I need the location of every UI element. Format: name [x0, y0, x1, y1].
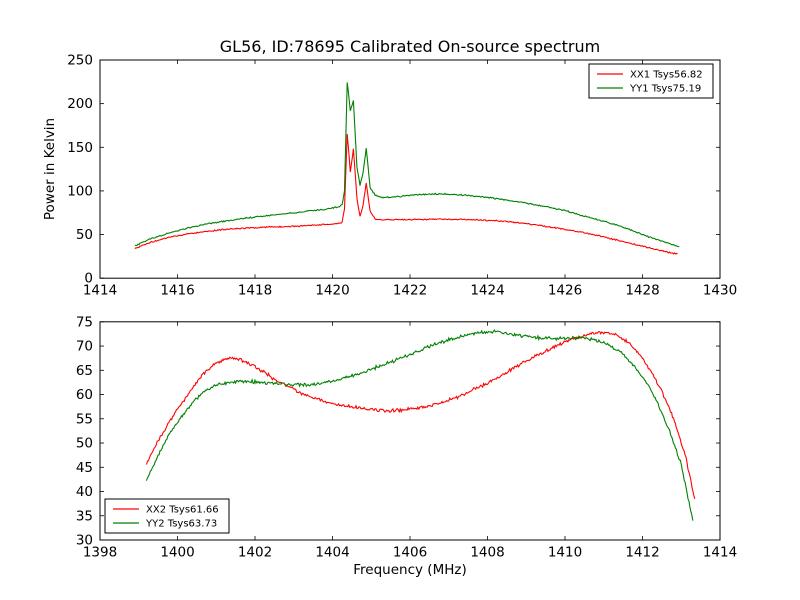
- x-tick-label: 1404: [315, 545, 349, 561]
- x-axis-label: Frequency (MHz): [353, 562, 466, 578]
- x-tick-label: 1416: [160, 283, 194, 299]
- y-tick-label: 100: [67, 183, 93, 199]
- bottom-axes: 1398 1400 1402 1404 1406 1408 1410 1412 1414 30 35…: [76, 314, 737, 560]
- x-tick-label: 1430: [703, 283, 737, 299]
- y-tick-label: 75: [76, 314, 93, 330]
- x-tick-label: 1398: [83, 545, 117, 561]
- series-curve-yy1: [134, 82, 680, 248]
- legend-entry-label: XX1 Tsys56.82: [630, 70, 703, 81]
- x-tick-label: 1402: [238, 545, 272, 561]
- legend-box: [104, 498, 230, 534]
- series-curve-xx1: [134, 133, 678, 255]
- y-tick-label: 50: [76, 227, 93, 243]
- figure-title: GL56, ID:78695 Calibrated On-source spec…: [220, 37, 600, 56]
- x-tick-label: 1428: [625, 283, 659, 299]
- y-tick-label: 60: [76, 387, 93, 403]
- top-axes: 1414 1416 1418 1420 1422 1424 1426 1428 1430 0 50 1…: [67, 53, 737, 299]
- y-tick-label: 45: [76, 460, 93, 476]
- x-tick-label: 1424: [470, 283, 504, 299]
- x-tick-label: 1422: [393, 283, 427, 299]
- legend: XX2 Tsys61.66 YY2 Tsys63.73: [104, 498, 230, 534]
- legend-entry-label: XX2 Tsys61.66: [146, 505, 219, 516]
- y-tick-label: 250: [67, 53, 93, 69]
- series-curve-xx2: [145, 331, 696, 499]
- y-tick-label: 55: [76, 411, 93, 427]
- x-tick-label: 1414: [83, 283, 117, 299]
- y-tick-label: 50: [76, 436, 93, 452]
- y-tick-label: 150: [67, 140, 93, 156]
- y-tick-label: 30: [76, 533, 93, 549]
- y-tick-label: 200: [67, 96, 93, 112]
- x-tick-label: 1410: [548, 545, 582, 561]
- x-tick-label: 1418: [238, 283, 272, 299]
- x-tick-label: 1414: [703, 545, 737, 561]
- x-tick-label: 1412: [625, 545, 659, 561]
- legend-entry-label: YY1 Tsys75.19: [629, 84, 701, 95]
- legend-entry-label: YY2 Tsys63.73: [145, 519, 217, 530]
- y-tick-label: 65: [76, 363, 93, 379]
- y-tick-label: 40: [76, 484, 93, 500]
- y-tick-label: 70: [76, 339, 93, 355]
- x-tick-label: 1400: [160, 545, 194, 561]
- series-curve-yy2: [145, 329, 694, 521]
- x-tick-label: 1426: [548, 283, 582, 299]
- x-tick-label: 1408: [470, 545, 504, 561]
- legend: XX1 Tsys56.82 YY1 Tsys75.19: [588, 63, 714, 99]
- legend-box: [588, 63, 714, 99]
- y-tick-label: 35: [76, 508, 93, 524]
- x-tick-label: 1406: [393, 545, 427, 561]
- y-axis-label: Power in Kelvin: [42, 118, 58, 220]
- x-tick-label: 1420: [315, 283, 349, 299]
- y-tick-label: 0: [84, 271, 93, 287]
